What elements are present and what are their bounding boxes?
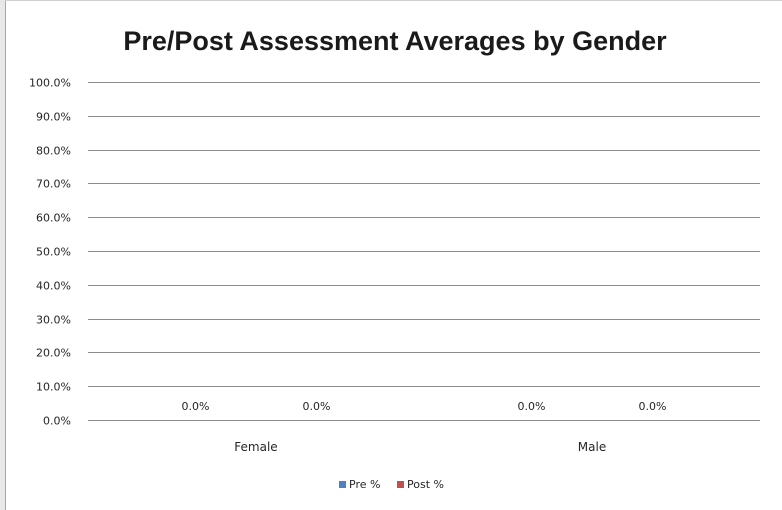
- legend-label-pre: Pre %: [349, 478, 380, 491]
- legend-swatch-pre: [339, 481, 346, 488]
- data-label: 0.0%: [303, 400, 331, 413]
- chart-title: Pre/Post Assessment Averages by Gender: [123, 26, 667, 56]
- data-label: 0.0%: [639, 400, 667, 413]
- gridlines: [88, 82, 760, 421]
- y-tick-label: 50.0%: [36, 246, 71, 259]
- y-tick-label: 40.0%: [36, 280, 71, 293]
- legend: Pre % Post %: [339, 478, 444, 491]
- y-axis-tick-labels: 0.0% 10.0% 20.0% 30.0% 40.0% 50.0% 60.0% 70.0% 8…: [29, 77, 71, 428]
- y-tick-label: 10.0%: [36, 381, 71, 394]
- x-axis-category-labels: Female Male: [234, 440, 606, 454]
- data-label: 0.0%: [182, 400, 210, 413]
- y-tick-label: 90.0%: [36, 111, 71, 124]
- y-tick-label: 0.0%: [43, 415, 71, 428]
- x-category-label: Female: [234, 440, 277, 454]
- data-labels: 0.0% 0.0% 0.0% 0.0%: [182, 400, 667, 413]
- data-label: 0.0%: [518, 400, 546, 413]
- sheet-edge: [0, 0, 5, 510]
- y-tick-label: 30.0%: [36, 314, 71, 327]
- x-category-label: Male: [578, 440, 606, 454]
- y-tick-label: 20.0%: [36, 347, 71, 360]
- legend-label-post: Post %: [407, 478, 444, 491]
- legend-swatch-post: [397, 481, 404, 488]
- y-tick-label: 60.0%: [36, 212, 71, 225]
- y-tick-label: 100.0%: [29, 77, 71, 90]
- y-tick-label: 80.0%: [36, 145, 71, 158]
- y-tick-label: 70.0%: [36, 178, 71, 191]
